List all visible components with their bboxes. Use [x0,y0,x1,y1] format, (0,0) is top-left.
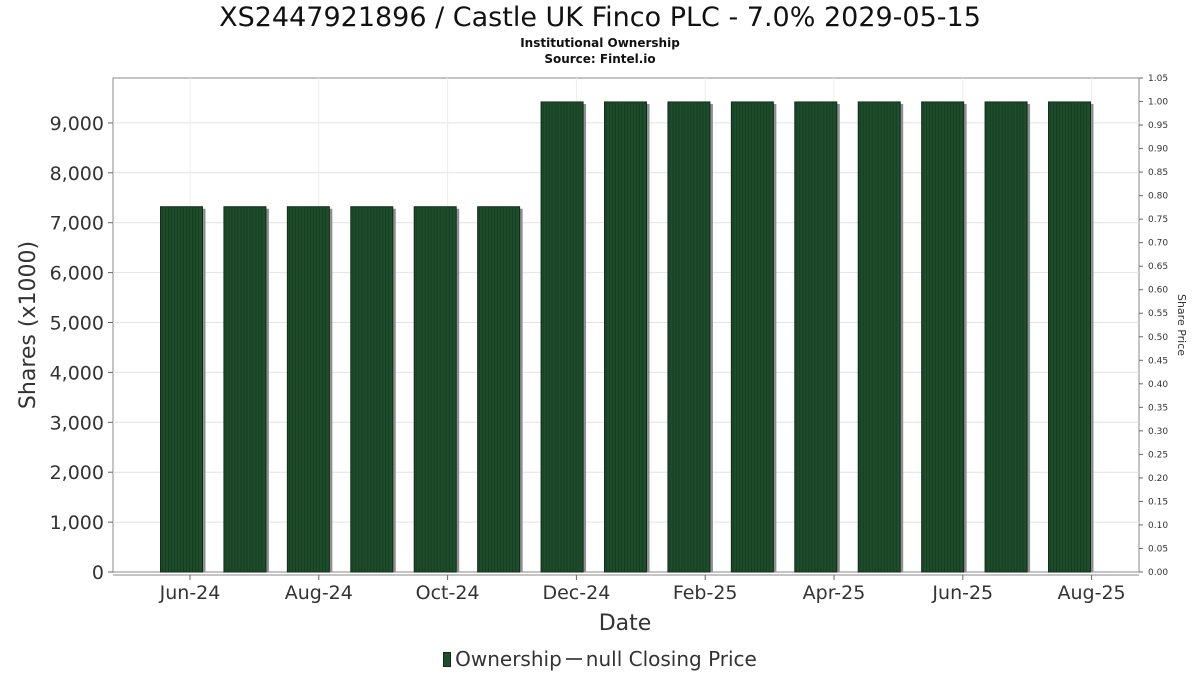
y2-tick-label: 1.05 [1148,74,1168,84]
x-tick-label: Aug-24 [285,582,353,604]
y2-tick-label: 0.25 [1148,450,1168,460]
y-tick-label: 1,000 [50,512,104,534]
ownership-bar [160,206,203,573]
ownership-bar [350,206,394,573]
y-tick-label: 0 [92,562,104,584]
bar-stripes [162,207,199,572]
bar-stripes [352,207,390,572]
x-axis: Jun-24 Aug-24 Oct-24 Dec-24 Feb-25 Apr-25 Jun-… [113,574,1139,604]
x-tick-label: Jun-25 [931,582,993,604]
bar-stripes [288,207,326,572]
y-axis-label: Shares (x1000) [16,241,41,409]
y-tick-label: 2,000 [50,462,104,484]
ownership-bar [667,101,711,573]
ownership-bar [413,206,457,573]
x-axis-label: Date [599,611,652,636]
x-tick-label: Feb-25 [673,582,738,604]
y2-tick-label: 0.75 [1148,215,1168,225]
legend: Ownership null Closing Price [0,647,1200,671]
y2-tick-label: 0.70 [1148,239,1168,249]
bar-stripes [859,102,897,572]
bar-stripes [479,207,517,572]
x-tick-label: Oct-24 [416,582,480,604]
bar-stripes [732,102,770,572]
bar-stripes [986,102,1024,572]
x-tick-label: Jun-24 [159,582,221,604]
y2-axis: 0.00 0.05 0.10 0.15 0.20 0.25 0.30 0.35 0.40 0.45… [1139,74,1168,578]
y2-tick-label: 0.55 [1148,309,1168,319]
y2-tick-label: 0.80 [1148,192,1168,202]
legend-price: null Closing Price [585,647,757,671]
y-tick-label: 7,000 [50,213,104,235]
y2-tick-label: 0.65 [1148,262,1168,272]
y-tick-label: 3,000 [50,412,104,434]
bar-stripes [415,207,453,572]
x-tick-label: Apr-25 [803,582,866,604]
price-line-swatch [565,658,582,660]
bar-stripes [796,102,834,572]
chart-subtitle: Institutional Ownership [520,36,680,50]
ownership-bar [1048,101,1091,573]
legend-ownership: Ownership [455,647,562,671]
x-tick-label: Dec-24 [542,582,610,604]
ownership-bars [160,101,1094,573]
y-tick-label: 4,000 [50,362,104,384]
y2-tick-label: 0.30 [1148,427,1168,437]
ownership-bar [984,101,1028,573]
ownership-bar [794,101,838,573]
y-tick-label: 8,000 [50,163,104,185]
y2-tick-label: 0.50 [1148,333,1168,343]
y2-axis-label: Share Price [1175,294,1188,356]
y-tick-label: 9,000 [50,113,104,135]
bar-stripes [542,102,580,572]
y2-tick-label: 0.90 [1148,145,1168,155]
y2-tick-label: 0.40 [1148,380,1168,390]
ownership-bar [604,101,647,573]
ownership-swatch [443,652,452,667]
y2-tick-label: 1.00 [1148,98,1168,108]
ownership-bar [286,206,330,573]
ownership-bar [223,206,267,573]
ownership-bar [477,206,521,573]
y-tick-label: 5,000 [50,313,104,335]
y2-tick-label: 0.00 [1148,568,1168,578]
bar-stripes [1050,102,1087,572]
y2-tick-label: 0.45 [1148,356,1168,366]
y2-tick-label: 0.60 [1148,286,1168,296]
y-axis: 0 1,000 2,000 3,000 4,000 5,000 6,000 7,000 8,00… [50,113,113,584]
ownership-bar [540,101,584,573]
bar-stripes [225,207,263,572]
chart-title: XS2447921896 / Castle UK Finco PLC - 7.0… [219,2,981,33]
y2-tick-label: 0.95 [1148,121,1168,131]
x-tick-label: Aug-25 [1058,582,1126,604]
y2-tick-label: 0.15 [1148,497,1168,507]
y2-tick-label: 0.35 [1148,403,1168,413]
ownership-bar [921,101,965,573]
y-tick-label: 6,000 [50,263,104,285]
y2-tick-label: 0.20 [1148,474,1168,484]
chart-source: Source: Fintel.io [544,52,656,66]
bar-stripes [923,102,961,572]
bar-stripes [606,102,643,572]
y2-tick-label: 0.10 [1148,521,1168,531]
bar-stripes [669,102,707,572]
y2-tick-label: 0.85 [1148,168,1168,178]
ownership-bar [730,101,774,573]
y2-tick-label: 0.05 [1148,544,1168,554]
ownership-bar [857,101,901,573]
